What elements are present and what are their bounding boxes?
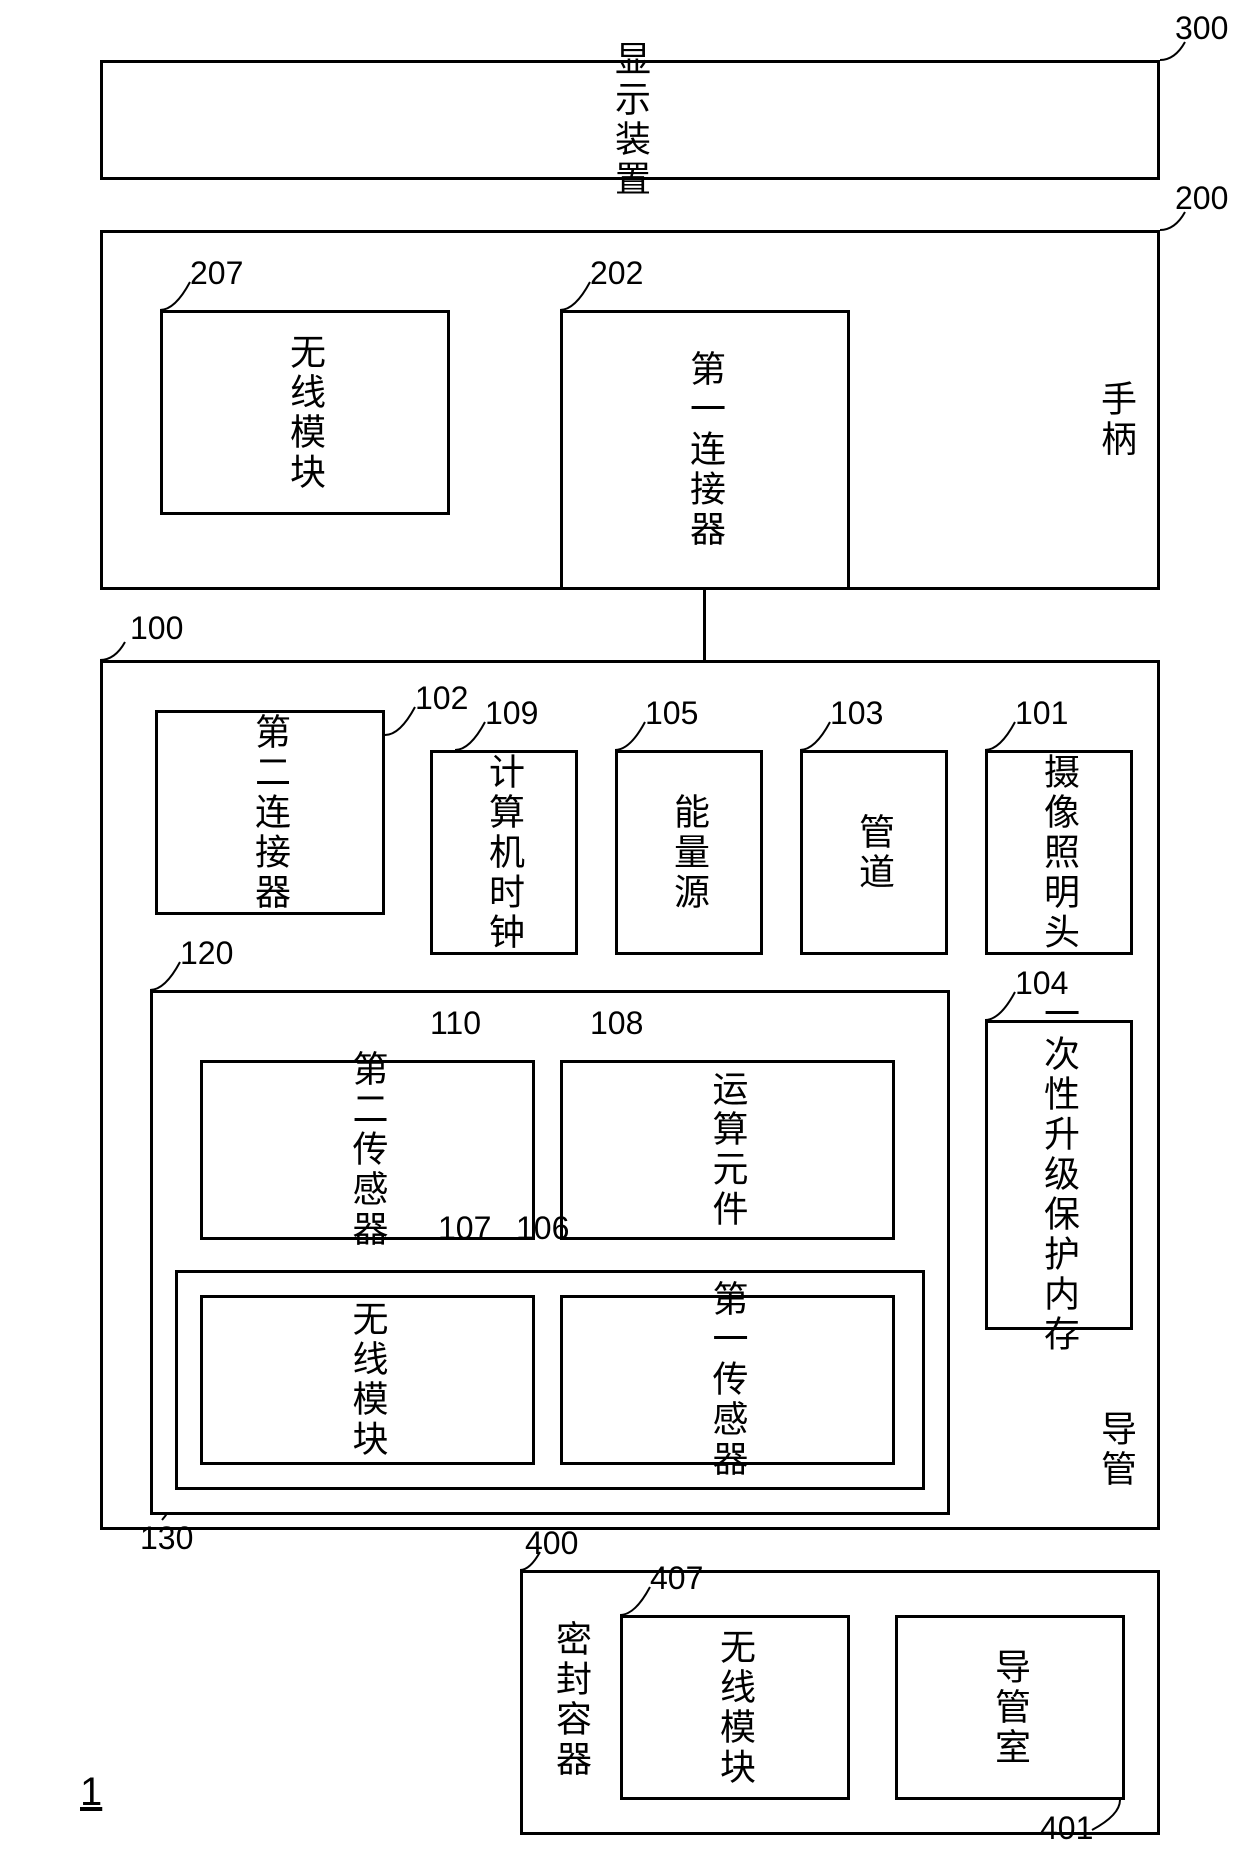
wireless-module-container-label: 无线模块 <box>709 1628 761 1788</box>
camera-lighting-label: 摄像照明头 <box>1033 753 1085 953</box>
catheter-label: 导管 <box>1090 1410 1142 1490</box>
ref-101: 101 <box>1015 695 1068 732</box>
ref-108: 108 <box>590 1005 643 1042</box>
first-sensor-label: 第一传感器 <box>702 1280 754 1480</box>
ref-100: 100 <box>130 610 183 647</box>
figure-id: 1 <box>80 1770 102 1815</box>
camera-lighting-block: 摄像照明头 <box>985 750 1133 955</box>
wireless-module-catheter-block: 无线模块 <box>200 1295 535 1465</box>
pipe-block: 管道 <box>800 750 948 955</box>
computing-element-block: 运算元件 <box>560 1060 895 1240</box>
second-connector-label: 第二连接器 <box>244 713 296 913</box>
ref-110: 110 <box>430 1005 481 1042</box>
handle-label: 手柄 <box>1090 380 1142 460</box>
ref-407: 407 <box>650 1560 703 1597</box>
second-sensor-label: 第二传感器 <box>342 1050 394 1250</box>
ref-103: 103 <box>830 695 883 732</box>
ref-130: 130 <box>140 1520 193 1557</box>
pipe-label: 管道 <box>848 813 900 893</box>
first-connector-label: 第一连接器 <box>679 350 731 550</box>
ref-102: 102 <box>415 680 468 717</box>
wireless-module-container-block: 无线模块 <box>620 1615 850 1800</box>
ref-105: 105 <box>645 695 698 732</box>
wireless-module-handle-label: 无线模块 <box>279 333 331 493</box>
otp-memory-block: 一次性升级保护内存 <box>985 1020 1133 1330</box>
computer-clock-block: 计算机时钟 <box>430 750 578 955</box>
ref-400: 400 <box>525 1525 578 1562</box>
second-connector-block: 第二连接器 <box>155 710 385 915</box>
display-device-label: 显示装置 <box>604 40 656 200</box>
ref-107: 107 <box>438 1210 491 1247</box>
ref-200: 200 <box>1175 180 1228 217</box>
display-device-block: 显示装置 <box>100 60 1160 180</box>
ref-104: 104 <box>1015 965 1068 1002</box>
catheter-chamber-label: 导管室 <box>984 1648 1036 1768</box>
first-sensor-block: 第一传感器 <box>560 1295 895 1465</box>
system-block-diagram: 1 显示装置 300 手柄 200 无线模块 207 第一连接器 202 导管 <box>0 0 1240 1855</box>
energy-source-label: 能量源 <box>663 793 715 913</box>
wireless-module-catheter-label: 无线模块 <box>342 1300 394 1460</box>
ref-401: 401 <box>1040 1810 1093 1847</box>
ref-300: 300 <box>1175 10 1228 47</box>
wireless-module-handle-block: 无线模块 <box>160 310 450 515</box>
catheter-chamber-block: 导管室 <box>895 1615 1125 1800</box>
leader-401 <box>1090 1800 1135 1835</box>
first-connector-block: 第一连接器 <box>560 310 850 590</box>
ref-109: 109 <box>485 695 538 732</box>
ref-106: 106 <box>516 1210 569 1247</box>
ref-202: 202 <box>590 255 643 292</box>
ref-207: 207 <box>190 255 243 292</box>
energy-source-block: 能量源 <box>615 750 763 955</box>
ref-120: 120 <box>180 935 233 972</box>
computing-element-label: 运算元件 <box>702 1070 754 1230</box>
sealed-container-label: 密封容器 <box>545 1620 597 1780</box>
otp-memory-label: 一次性升级保护内存 <box>1033 995 1085 1355</box>
computer-clock-label: 计算机时钟 <box>478 753 530 953</box>
